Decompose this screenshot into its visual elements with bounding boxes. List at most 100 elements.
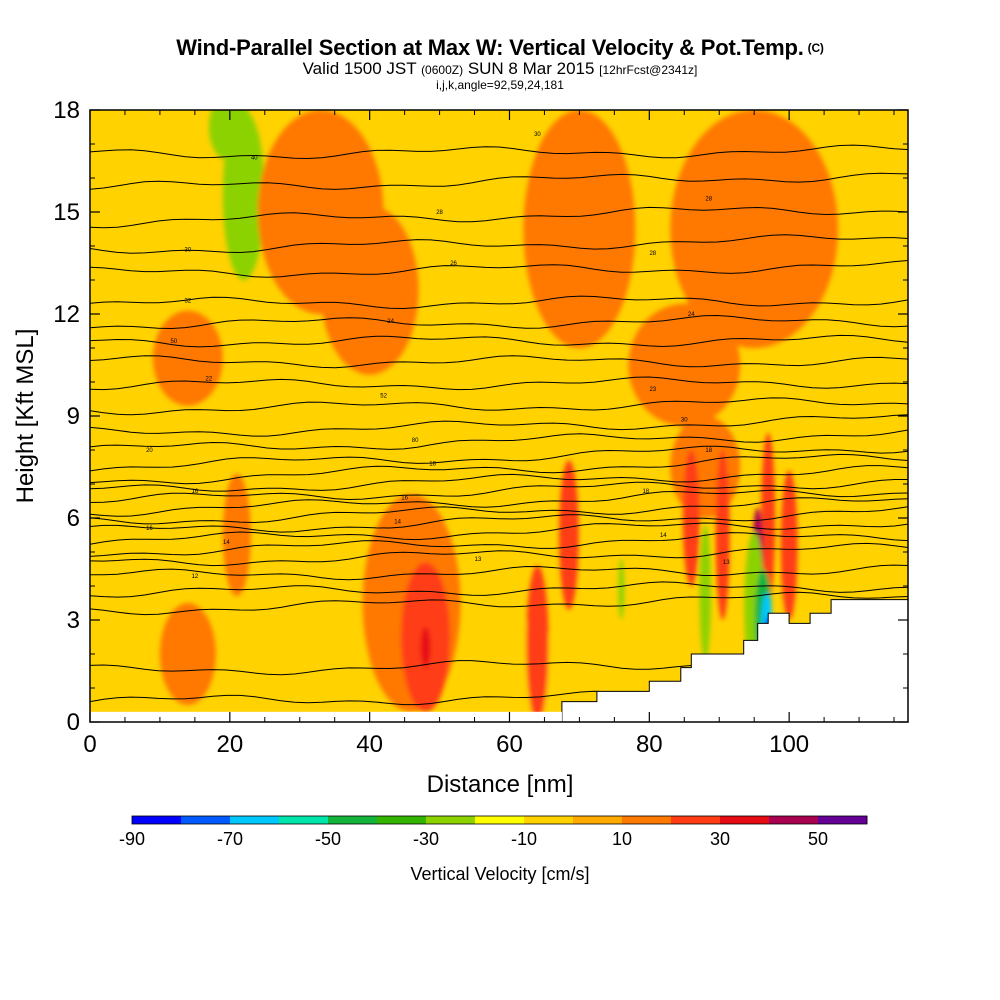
colorbar: -90 -70 -50 -30 -10 10 30 50 bbox=[119, 815, 868, 849]
surface-strip bbox=[90, 711, 562, 722]
x-tick-label: 60 bbox=[496, 731, 523, 758]
colorbar-swatch bbox=[818, 816, 868, 824]
chart-title-text: Wind-Parallel Section at Max W: Vertical… bbox=[176, 35, 804, 60]
valid-date: SUN 8 Mar 2015 bbox=[463, 59, 600, 78]
velocity-cell bbox=[761, 433, 776, 603]
forecast-info: [12hrFcst@2341z] bbox=[599, 63, 698, 77]
contour-label: 32 bbox=[185, 298, 192, 304]
theta-contour bbox=[90, 453, 908, 485]
theta-contour bbox=[90, 497, 908, 525]
theta-contour bbox=[90, 445, 908, 472]
y-tick-label: 18 bbox=[53, 97, 80, 124]
valid-time-line: Valid 1500 JST (0600Z) SUN 8 Mar 2015 [1… bbox=[0, 60, 1000, 79]
contour-label: 14 bbox=[660, 533, 667, 539]
y-tick-label: 12 bbox=[53, 301, 80, 328]
colorbar-tick-label: -70 bbox=[217, 829, 243, 849]
colorbar-swatch bbox=[573, 816, 623, 824]
theta-contour bbox=[90, 414, 908, 437]
colorbar-swatch bbox=[426, 816, 476, 824]
theta-contour bbox=[90, 314, 908, 330]
velocity-cell bbox=[670, 110, 839, 348]
theta-contour bbox=[90, 479, 908, 503]
contour-label: 16 bbox=[401, 496, 408, 502]
velocity-cell bbox=[628, 303, 741, 427]
colorbar-tick-label: 30 bbox=[710, 829, 730, 849]
colorbar-swatch bbox=[230, 816, 280, 824]
theta-contour bbox=[90, 355, 908, 369]
velocity-cell bbox=[208, 110, 251, 161]
section-params: i,j,k,angle=92,59,24,181 bbox=[436, 78, 564, 92]
colorbar-swatch bbox=[377, 816, 427, 824]
theta-contour bbox=[90, 532, 908, 557]
colorbar-swatch bbox=[475, 816, 525, 824]
theta-contour bbox=[90, 429, 908, 450]
velocity-cell bbox=[110, 144, 167, 348]
velocity-cell bbox=[593, 558, 678, 682]
colorbar-swatch bbox=[328, 816, 378, 824]
contour-label: 22 bbox=[206, 377, 213, 383]
contour-label: 18 bbox=[429, 462, 436, 468]
velocity-cell bbox=[715, 450, 730, 620]
colorbar-swatch bbox=[671, 816, 721, 824]
velocity-cell bbox=[222, 473, 251, 597]
x-axis-label: Distance [nm] bbox=[427, 771, 574, 798]
theta-contour bbox=[90, 376, 908, 391]
copyright-mark: (C) bbox=[807, 41, 824, 55]
field-features bbox=[90, 110, 839, 722]
theta-contour bbox=[90, 334, 908, 348]
contour-label: 30 bbox=[534, 132, 541, 138]
colorbar-tick-label: 50 bbox=[808, 829, 828, 849]
velocity-cell bbox=[152, 310, 223, 406]
x-tick-label: 20 bbox=[216, 731, 243, 758]
contour-label: 24 bbox=[688, 312, 695, 318]
colorbar-swatch bbox=[769, 816, 819, 824]
theta-contour bbox=[90, 234, 908, 254]
contour-label: 23 bbox=[649, 387, 656, 393]
contour-label: 16 bbox=[192, 489, 199, 495]
colorbar-swatch bbox=[524, 816, 574, 824]
theta-contour bbox=[90, 542, 908, 567]
colorbar-swatch bbox=[132, 816, 182, 824]
y-tick-label: 9 bbox=[67, 403, 80, 430]
colorbar-tick-label: 10 bbox=[612, 829, 632, 849]
velocity-cell bbox=[439, 385, 496, 427]
theta-contour bbox=[90, 581, 908, 598]
contour-label: 18 bbox=[705, 448, 712, 454]
contour-label: 52 bbox=[380, 394, 387, 400]
contour-label: 18 bbox=[642, 489, 649, 495]
axes: 0 20 40 60 80 100 0 3 6 9 12 15 18 bbox=[53, 97, 908, 758]
velocity-cell bbox=[523, 110, 636, 348]
y-tick-label: 15 bbox=[53, 199, 80, 226]
velocity-cell bbox=[780, 470, 798, 620]
velocity-cell bbox=[670, 416, 741, 518]
contour-label: 40 bbox=[251, 156, 258, 162]
colorbar-tick-label: -30 bbox=[413, 829, 439, 849]
x-tick-label: 0 bbox=[83, 731, 96, 758]
valid-utc: (0600Z) bbox=[421, 63, 464, 77]
velocity-cell bbox=[159, 603, 216, 705]
y-tick-label: 6 bbox=[67, 505, 80, 532]
y-tick-label: 0 bbox=[67, 709, 80, 736]
contour-label: 14 bbox=[394, 519, 401, 525]
contour-label: 28 bbox=[649, 251, 656, 257]
theta-contour bbox=[90, 144, 908, 160]
x-tick-label: 80 bbox=[636, 731, 663, 758]
y-axis-label: Height [Kft MSL] bbox=[12, 329, 39, 504]
contour-label: 30 bbox=[185, 247, 192, 253]
velocity-cell bbox=[117, 110, 160, 161]
contour-label: 12 bbox=[192, 574, 199, 580]
contour-label: 26 bbox=[450, 261, 457, 267]
velocity-cell bbox=[617, 558, 625, 621]
x-tick-label: 40 bbox=[356, 731, 383, 758]
terrain-mask bbox=[90, 599, 908, 722]
theta-contour bbox=[90, 506, 908, 533]
velocity-cell bbox=[420, 626, 431, 668]
theta-contour bbox=[90, 397, 908, 416]
colorbar-swatch bbox=[279, 816, 329, 824]
terrain bbox=[561, 599, 908, 722]
velocity-cell bbox=[257, 110, 384, 314]
colorbar-swatch bbox=[622, 816, 672, 824]
contour-label: 13 bbox=[723, 560, 730, 566]
contour-label: 50 bbox=[171, 339, 178, 345]
contour-label: 30 bbox=[681, 417, 688, 423]
